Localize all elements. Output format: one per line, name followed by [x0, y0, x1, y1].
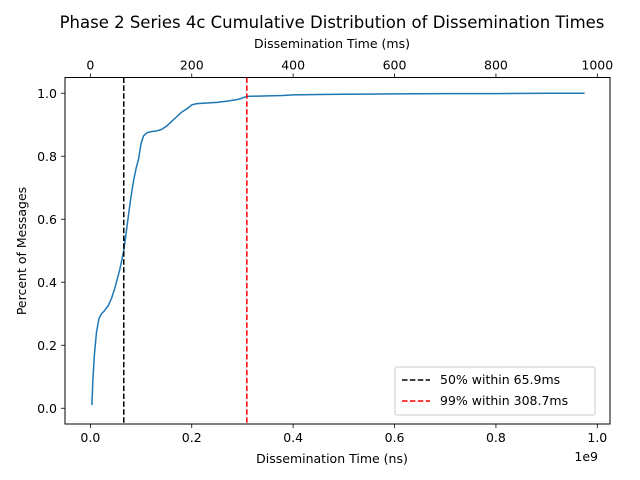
top-x-tick-label-5: 1000	[581, 58, 613, 73]
top-x-tick-label-3: 600	[383, 58, 407, 73]
y-tick-label-1: 0.2	[37, 338, 57, 353]
y-tick-label-2: 0.4	[37, 275, 57, 290]
x-tick-label-1: 0.2	[182, 430, 202, 445]
legend-box	[394, 366, 596, 416]
x-tick-label-5: 1.0	[587, 430, 607, 445]
chart-title: Phase 2 Series 4c Cumulative Distributio…	[60, 13, 605, 32]
x-tick-label-4: 0.8	[486, 430, 506, 445]
x-axis-label: Dissemination Time (ns)	[256, 451, 408, 466]
x-tick-label-3: 0.6	[385, 430, 405, 445]
y-tick-label-5: 1.0	[37, 86, 57, 101]
x-tick-label-2: 0.4	[283, 430, 303, 445]
top-x-axis-label: Dissemination Time (ms)	[254, 36, 410, 51]
legend-label-50: 50% within 65.9ms	[440, 372, 560, 387]
legend-label-99: 99% within 308.7ms	[440, 393, 568, 408]
y-tick-label-0: 0.0	[37, 401, 57, 416]
series-line-0	[91, 92, 585, 406]
top-x-tick-label-4: 800	[484, 58, 508, 73]
plot-frame	[64, 77, 611, 425]
x-tick-label-0: 0.0	[80, 430, 100, 445]
x-axis-offset: 1e9	[574, 449, 598, 464]
top-x-tick-label-1: 200	[180, 58, 204, 73]
y-axis-label: Percent of Messages	[14, 187, 29, 315]
top-x-tick-label-2: 400	[281, 58, 305, 73]
y-tick-label-4: 0.8	[37, 149, 57, 164]
legend: 50% within 65.9ms 99% within 308.7ms	[394, 366, 596, 416]
top-x-tick-label-0: 0	[86, 58, 94, 73]
y-tick-label-3: 0.6	[37, 212, 57, 227]
